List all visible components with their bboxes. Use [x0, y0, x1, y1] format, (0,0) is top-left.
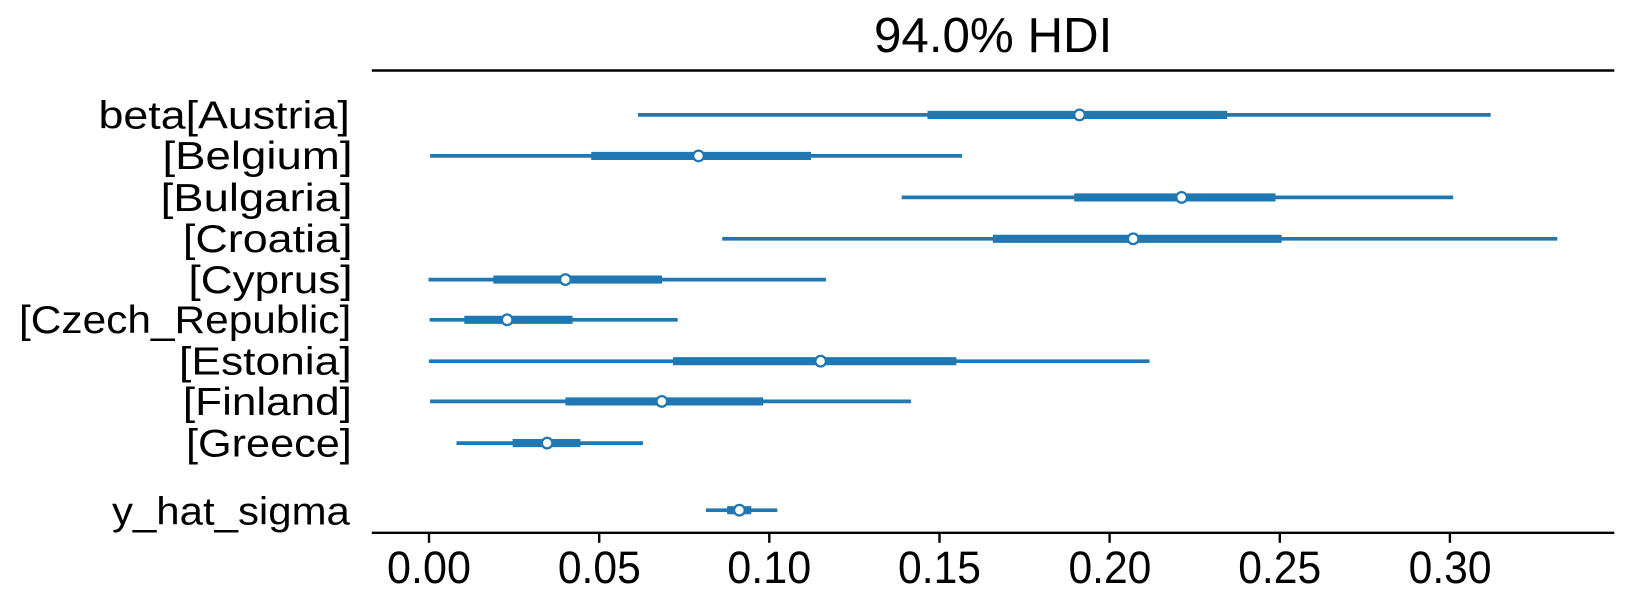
- svg-text:[Estonia]: [Estonia]: [179, 339, 352, 383]
- svg-text:[Cyprus]: [Cyprus]: [189, 257, 353, 301]
- svg-text:0.05: 0.05: [558, 543, 641, 593]
- svg-text:0.20: 0.20: [1068, 543, 1151, 593]
- svg-text:[Bulgaria]: [Bulgaria]: [161, 176, 353, 219]
- svg-text:[Greece]: [Greece]: [186, 421, 352, 465]
- svg-text:0.30: 0.30: [1409, 543, 1492, 593]
- svg-text:0.10: 0.10: [727, 543, 811, 593]
- svg-text:0.00: 0.00: [387, 543, 471, 593]
- svg-text:beta[Austria]: beta[Austria]: [99, 93, 350, 137]
- svg-text:[Finland]: [Finland]: [183, 379, 352, 423]
- svg-text:[Belgium]: [Belgium]: [162, 134, 352, 177]
- svg-text:0.25: 0.25: [1238, 543, 1321, 593]
- svg-text:[Croatia]: [Croatia]: [183, 217, 353, 261]
- svg-text:[Czech_Republic]: [Czech_Republic]: [19, 298, 351, 342]
- svg-text:94.0% HDI: 94.0% HDI: [874, 9, 1112, 63]
- svg-text:0.15: 0.15: [898, 543, 981, 593]
- svg-text:y_hat_sigma: y_hat_sigma: [112, 489, 350, 533]
